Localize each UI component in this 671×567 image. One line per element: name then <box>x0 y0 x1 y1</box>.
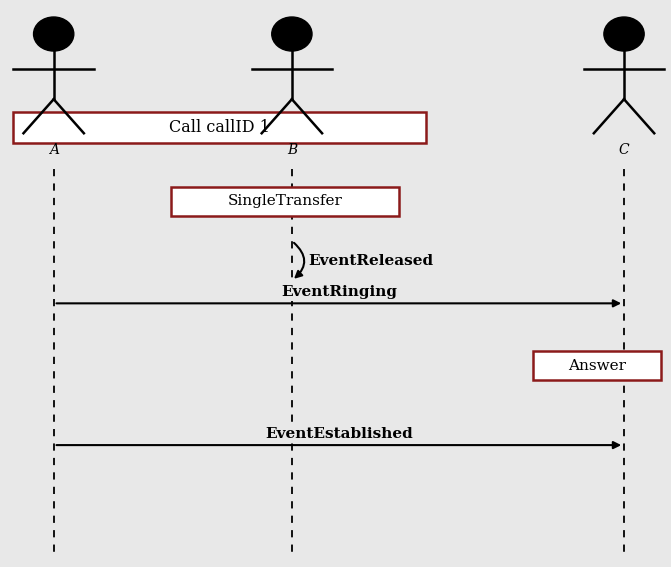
FancyBboxPatch shape <box>533 351 661 380</box>
Text: EventEstablished: EventEstablished <box>265 427 413 441</box>
Text: Call callID 1: Call callID 1 <box>169 119 270 136</box>
Circle shape <box>34 17 74 51</box>
Text: Answer: Answer <box>568 359 626 373</box>
FancyBboxPatch shape <box>13 112 426 143</box>
Circle shape <box>272 17 312 51</box>
FancyArrowPatch shape <box>294 243 304 277</box>
FancyBboxPatch shape <box>171 187 399 216</box>
Text: EventReleased: EventReleased <box>309 254 433 268</box>
Circle shape <box>604 17 644 51</box>
Text: EventRinging: EventRinging <box>281 285 397 299</box>
Text: B: B <box>287 143 297 158</box>
Text: SingleTransfer: SingleTransfer <box>227 194 343 208</box>
Text: A: A <box>49 143 58 158</box>
Text: C: C <box>619 143 629 158</box>
